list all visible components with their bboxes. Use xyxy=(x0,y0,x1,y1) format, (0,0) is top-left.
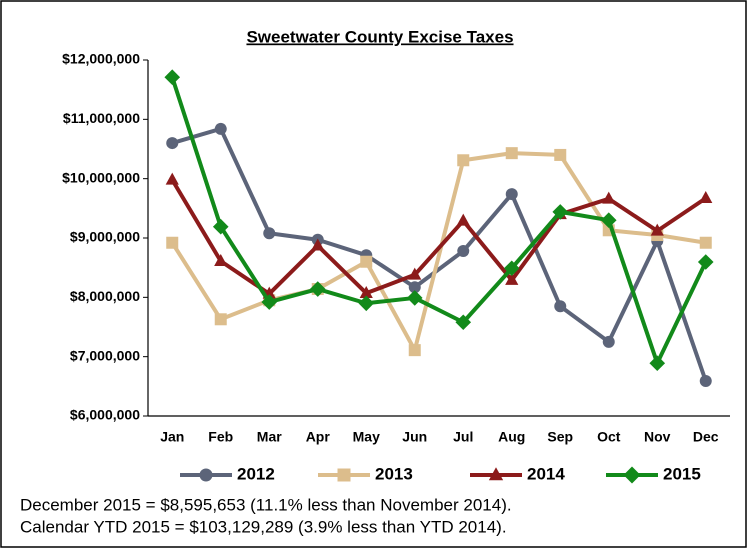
x-tick-label: Oct xyxy=(597,429,621,445)
y-tick-label: $7,000,000 xyxy=(70,347,140,363)
y-tick-label: $9,000,000 xyxy=(70,229,140,245)
note: Calendar YTD 2015 = $103,129,289 (3.9% l… xyxy=(20,517,507,536)
marker xyxy=(554,300,567,313)
x-tick-label: Dec xyxy=(693,429,719,445)
marker xyxy=(408,267,422,280)
marker xyxy=(212,218,229,235)
marker xyxy=(408,344,421,357)
marker xyxy=(505,188,518,201)
y-tick-label: $6,000,000 xyxy=(70,407,140,423)
chart-title: Sweetwater County Excise Taxes xyxy=(246,27,513,46)
legend-label: 2015 xyxy=(663,464,701,483)
marker xyxy=(503,260,520,277)
marker xyxy=(699,374,712,387)
x-tick-label: Mar xyxy=(257,429,282,445)
x-tick-label: Apr xyxy=(306,429,331,445)
marker xyxy=(263,227,276,240)
x-tick-label: Jan xyxy=(160,429,184,445)
x-tick-label: Aug xyxy=(498,429,525,445)
legend-label: 2012 xyxy=(237,464,275,483)
x-tick-label: Sep xyxy=(547,429,573,445)
marker xyxy=(406,290,423,306)
marker xyxy=(166,236,179,249)
marker xyxy=(699,236,712,249)
marker xyxy=(552,204,569,220)
marker xyxy=(457,245,470,258)
y-tick-label: $10,000,000 xyxy=(62,169,140,185)
x-tick-label: May xyxy=(353,429,380,445)
legend-marker xyxy=(488,467,504,481)
marker xyxy=(261,294,278,310)
x-tick-label: Jul xyxy=(453,429,473,445)
marker xyxy=(164,69,181,86)
legend-marker xyxy=(199,468,213,482)
legend-label: 2014 xyxy=(527,464,565,483)
marker xyxy=(455,314,472,331)
legend-marker xyxy=(623,466,641,484)
marker xyxy=(650,223,664,236)
marker xyxy=(165,172,179,185)
series-line xyxy=(170,151,707,353)
marker xyxy=(214,253,228,266)
x-tick-label: Nov xyxy=(644,429,671,445)
marker xyxy=(309,281,326,297)
marker xyxy=(600,212,617,228)
y-tick-label: $12,000,000 xyxy=(62,51,140,67)
series-line xyxy=(170,76,708,366)
marker xyxy=(554,148,567,161)
marker xyxy=(214,313,227,326)
marker xyxy=(697,254,714,270)
marker xyxy=(311,238,325,251)
y-tick-label: $11,000,000 xyxy=(63,110,140,126)
note: December 2015 = $8,595,653 (11.1% less t… xyxy=(20,495,512,514)
marker xyxy=(360,255,373,268)
x-tick-label: Jun xyxy=(402,429,427,445)
legend-marker xyxy=(337,468,351,482)
marker xyxy=(602,335,615,348)
marker xyxy=(602,191,616,204)
marker xyxy=(456,213,470,226)
legend-label: 2013 xyxy=(375,464,413,483)
marker xyxy=(166,137,179,150)
marker xyxy=(358,295,375,312)
marker xyxy=(408,281,421,294)
marker xyxy=(699,191,713,204)
marker xyxy=(214,122,227,135)
series-line xyxy=(171,126,708,382)
marker xyxy=(359,285,373,298)
marker xyxy=(505,272,519,285)
marker xyxy=(505,147,518,160)
y-tick-label: $8,000,000 xyxy=(70,288,140,304)
x-tick-label: Feb xyxy=(208,429,233,445)
marker xyxy=(457,154,470,167)
marker xyxy=(649,355,666,371)
